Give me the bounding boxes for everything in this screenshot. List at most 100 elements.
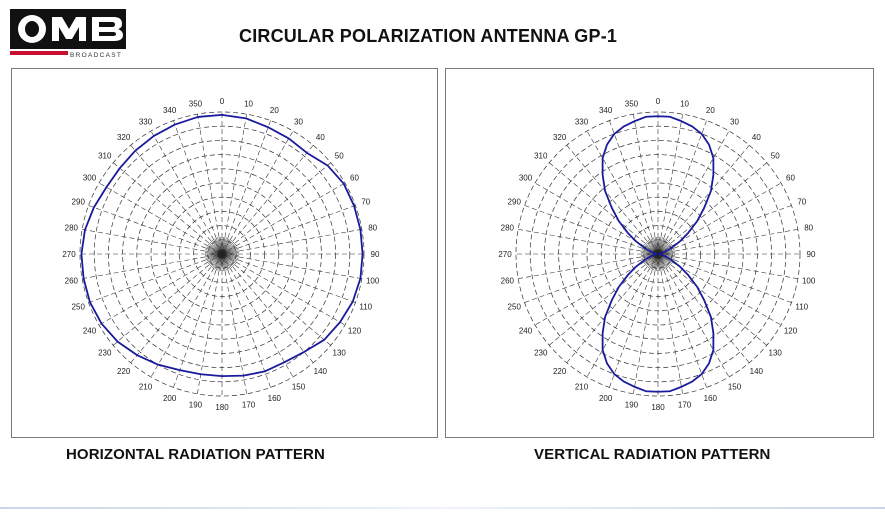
grid-spoke xyxy=(234,264,331,346)
grid-spoke xyxy=(673,205,792,249)
angle-tick-label: 0 xyxy=(656,97,661,106)
angle-tick-label: 30 xyxy=(730,117,739,126)
grid-spoke xyxy=(518,229,642,252)
angle-tick-label: 150 xyxy=(292,383,306,392)
angle-tick-label: 140 xyxy=(314,367,328,376)
grid-spoke xyxy=(660,270,683,394)
angle-tick-label: 160 xyxy=(704,394,718,403)
angle-tick-label: 220 xyxy=(553,367,567,376)
grid-spoke xyxy=(549,264,646,346)
angle-tick-label: 130 xyxy=(333,348,347,357)
angle-tick-label: 20 xyxy=(706,106,715,115)
grid-spoke xyxy=(566,145,648,242)
horizontal-pattern-caption: HORIZONTAL RADIATION PATTERN xyxy=(66,446,325,463)
grid-spoke xyxy=(674,256,798,279)
angle-tick-label: 280 xyxy=(501,223,515,232)
footer-divider xyxy=(0,507,885,509)
grid-spoke xyxy=(663,120,707,239)
angle-tick-label: 210 xyxy=(575,383,589,392)
angle-tick-label: 0 xyxy=(220,97,225,106)
grid-spoke xyxy=(82,229,206,252)
grid-spoke xyxy=(609,269,653,388)
angle-tick-label: 50 xyxy=(771,152,780,161)
angle-tick-label: 340 xyxy=(163,106,177,115)
grid-spoke xyxy=(668,266,750,363)
angle-tick-label: 340 xyxy=(599,106,613,115)
angle-tick-label: 280 xyxy=(65,223,79,232)
grid-spoke xyxy=(673,259,792,303)
angle-tick-label: 120 xyxy=(784,327,798,336)
page-title: CIRCULAR POLARIZATION ANTENNA GP-1 xyxy=(239,26,618,46)
angle-tick-label: 250 xyxy=(508,302,522,311)
grid-spoke xyxy=(227,120,271,239)
angle-tick-label: 310 xyxy=(98,152,112,161)
angle-tick-label: 170 xyxy=(242,401,256,410)
angle-tick-label: 240 xyxy=(519,327,533,336)
grid-spoke xyxy=(524,259,643,303)
grid-ring xyxy=(515,111,801,397)
grid-spoke xyxy=(88,205,207,249)
grid-spoke xyxy=(238,229,362,252)
angle-tick-label: 100 xyxy=(366,277,380,286)
angle-tick-label: 270 xyxy=(62,250,76,259)
angle-tick-label: 110 xyxy=(795,302,808,311)
angle-tick-label: 60 xyxy=(786,174,795,183)
grid-ring xyxy=(79,111,365,397)
angle-tick-label: 130 xyxy=(769,348,783,357)
angle-tick-label: 40 xyxy=(316,133,325,142)
grid-ring xyxy=(529,125,787,383)
grid-ring xyxy=(150,182,294,326)
grid-spoke xyxy=(524,205,643,249)
angle-tick-label: 30 xyxy=(294,117,303,126)
angle-tick-label: 180 xyxy=(651,403,665,412)
vertical-pattern-panel: 0 10 20 30 40 50 60 70 80 90 100 110 120 130 140 150 160… xyxy=(445,68,874,438)
radiation-pattern-trace xyxy=(601,115,715,393)
center-hub-line xyxy=(656,237,659,255)
angle-tick-label: 250 xyxy=(72,302,86,311)
angle-tick-label: 210 xyxy=(139,383,153,392)
logo-subtext: BROADCAST xyxy=(70,52,122,59)
grid-spoke xyxy=(633,114,656,238)
grid-spoke xyxy=(98,253,223,326)
grid-spoke xyxy=(130,145,212,242)
angle-tick-label: 100 xyxy=(802,277,816,286)
angle-tick-label: 180 xyxy=(215,403,229,412)
angle-tick-label: 10 xyxy=(680,99,689,108)
angle-tick-label: 230 xyxy=(534,348,548,357)
grid-spoke xyxy=(609,120,653,239)
angle-tick-label: 320 xyxy=(553,133,567,142)
angle-tick-label: 300 xyxy=(83,174,97,183)
grid-spoke xyxy=(549,162,646,244)
angle-tick-label: 110 xyxy=(359,302,372,311)
grid-ring xyxy=(136,168,308,340)
grid-ring xyxy=(572,168,744,340)
angle-tick-label: 150 xyxy=(728,383,742,392)
angle-tick-label: 90 xyxy=(371,250,380,259)
grid-ring xyxy=(586,182,730,326)
grid-spoke xyxy=(227,269,271,388)
angle-tick-label: 160 xyxy=(268,394,282,403)
grid-spoke xyxy=(221,130,294,255)
grid-spoke xyxy=(173,269,217,388)
center-hub-line xyxy=(220,237,223,255)
angle-tick-label: 70 xyxy=(361,198,370,207)
grid-spoke xyxy=(668,145,750,242)
grid-spoke xyxy=(566,266,648,363)
grid-spoke xyxy=(221,253,346,326)
grid-spoke xyxy=(657,130,730,255)
grid-spoke xyxy=(237,259,356,303)
grid-spoke xyxy=(197,114,220,238)
grid-spoke xyxy=(660,114,683,238)
grid-spoke xyxy=(150,130,223,255)
angle-tick-label: 20 xyxy=(270,106,279,115)
angle-tick-label: 350 xyxy=(189,99,203,108)
horizontal-polar-chart: 0 10 20 30 40 50 60 70 80 90 100 110 120 130 140 150 160… xyxy=(62,97,380,412)
angle-tick-label: 290 xyxy=(508,198,522,207)
vertical-pattern-caption: VERTICAL RADIATION PATTERN xyxy=(534,446,771,463)
radiation-pattern-trace xyxy=(80,113,364,378)
angle-tick-label: 200 xyxy=(163,394,177,403)
grid-spoke xyxy=(88,259,207,303)
grid-spoke xyxy=(130,266,212,363)
grid-spoke xyxy=(663,269,707,388)
grid-spoke xyxy=(586,130,659,255)
